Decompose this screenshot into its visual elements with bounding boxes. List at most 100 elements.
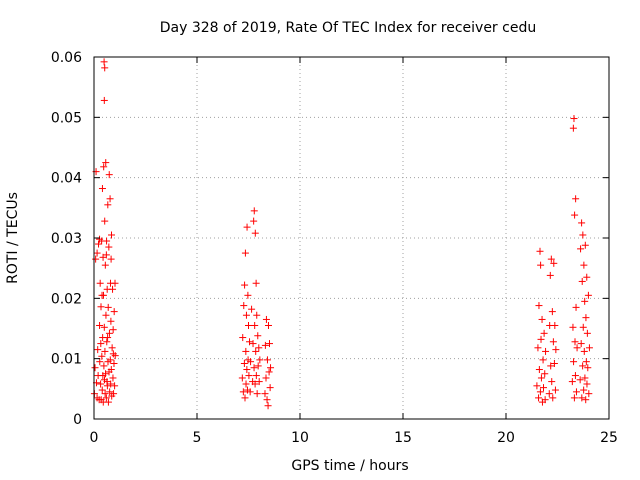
data-point [246,338,254,346]
data-point [100,58,108,66]
data-point [582,396,590,404]
data-point [535,302,543,310]
data-point [97,340,105,348]
data-point [241,249,249,257]
data-point [253,390,261,398]
data-point [577,245,585,253]
data-point [583,273,591,281]
y-tick-label: 0.02 [51,291,82,307]
data-point [101,64,109,72]
data-point [584,291,592,299]
data-point [547,255,555,263]
data-point [581,241,589,249]
data-point [108,344,116,352]
x-tick-label: 15 [394,430,412,446]
data-point [247,358,255,366]
data-point [250,217,258,225]
y-tick-label: 0.01 [51,352,82,368]
data-point [93,249,101,257]
data-point [105,329,113,337]
data-point [102,311,110,319]
data-point [551,386,559,394]
data-point [548,378,556,386]
data-point [578,277,586,285]
data-point [246,388,254,396]
data-point [100,96,108,104]
data-point [252,279,260,287]
data-point [250,364,258,372]
data-point [255,344,263,352]
data-point [533,382,541,390]
data-point [239,388,247,396]
data-point [581,297,589,305]
data-point [100,323,108,331]
data-point [103,338,111,346]
data-point [570,394,578,402]
data-point [580,261,588,269]
data-point [98,352,106,360]
data-point [100,163,108,171]
data-point [107,255,115,263]
data-point [100,362,108,370]
data-point [104,334,112,342]
data-point [111,279,119,287]
data-point [541,396,549,404]
axis-ticks [93,56,610,420]
data-point [251,321,259,329]
data-point [241,394,249,402]
data-point [101,347,109,355]
data-point [551,321,559,329]
data-point [580,347,588,355]
data-point [97,380,105,388]
data-point [262,315,270,323]
x-tick-label: 5 [193,430,202,446]
data-point [107,380,115,388]
data-point [585,344,593,352]
x-tick-label: 0 [90,430,99,446]
data-point [107,317,115,325]
data-point [569,124,577,132]
data-point [110,359,118,367]
data-point [242,347,250,355]
data-point [266,384,274,392]
data-point [98,185,106,193]
data-point [245,321,252,329]
data-point [549,338,557,346]
x-tick-label: 20 [497,430,515,446]
data-point [111,382,119,390]
data-point [264,321,272,329]
data-point [537,374,545,382]
data-point [109,374,117,382]
y-tick-label: 0.05 [51,110,82,126]
data-point [573,344,581,352]
data-point [535,394,543,402]
data-point [585,390,593,398]
data-point [579,362,587,370]
data-point [576,376,584,384]
data-point [253,311,261,319]
data-point [96,235,104,243]
grid [94,57,609,419]
data-point [97,303,105,311]
data-point [552,346,560,354]
chart-title: Day 328 of 2019, Rate Of TEC Index for r… [160,20,536,36]
data-point [241,281,249,289]
data-point [98,386,106,394]
data-point [540,329,548,337]
data-point [91,364,99,372]
data-point [102,251,110,259]
data-point [245,372,253,380]
data-point [243,366,251,374]
data-point [534,344,542,352]
data-point [240,302,248,310]
y-tick-label: 0.04 [51,171,82,187]
data-point [105,171,113,179]
data-point [578,219,586,227]
data-point [579,231,587,239]
data-point [265,368,273,376]
data-point [242,311,250,319]
data-point [92,255,100,263]
data-point [95,240,103,248]
data-point [252,372,260,380]
